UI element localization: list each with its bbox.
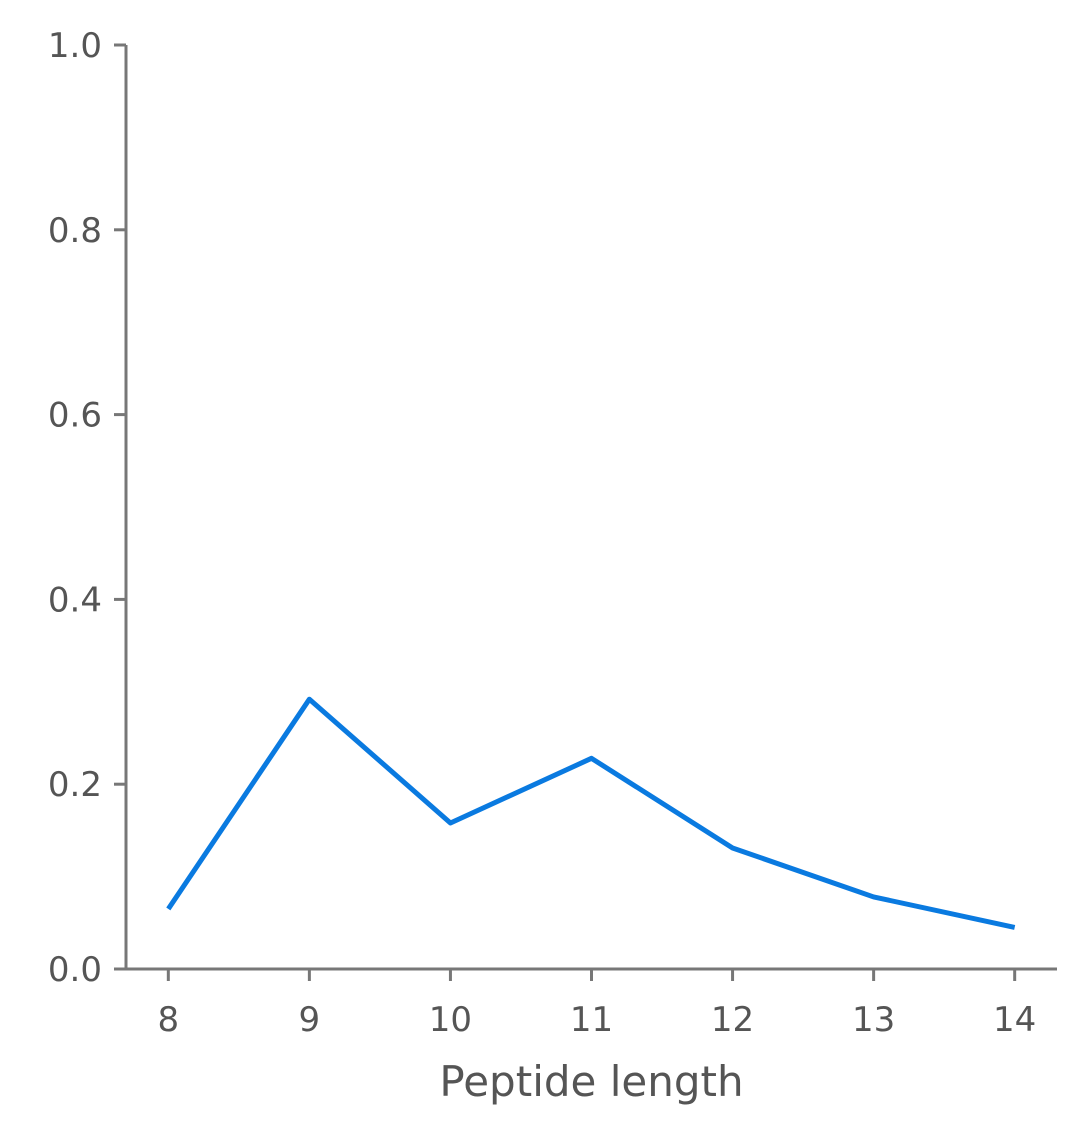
x-tick-label: 8: [157, 1000, 179, 1040]
y-tick-label: 0.8: [48, 211, 102, 251]
y-tick-label: 0.0: [48, 950, 102, 990]
y-tick-label: 0.4: [48, 580, 102, 620]
series-layer: [166, 696, 1016, 930]
y-tick-label: 0.2: [48, 765, 102, 805]
x-axis-label: Peptide length: [439, 1057, 743, 1106]
y-axis-ticks: 0.0 0.2 0.4 0.6 0.8 1.0: [48, 26, 126, 990]
x-tick-label: 12: [711, 1000, 754, 1040]
x-tick-label: 10: [429, 1000, 472, 1040]
x-tick-label: 11: [570, 1000, 613, 1040]
y-tick-label: 0.6: [48, 396, 102, 436]
series-line: [166, 696, 1016, 930]
y-tick-label: 1.0: [48, 26, 102, 66]
x-tick-label: 13: [852, 1000, 895, 1040]
x-axis-ticks: 8 9 10 11 12 13 14: [157, 969, 1036, 1040]
x-tick-label: 9: [299, 1000, 321, 1040]
x-tick-label: 14: [993, 1000, 1036, 1040]
